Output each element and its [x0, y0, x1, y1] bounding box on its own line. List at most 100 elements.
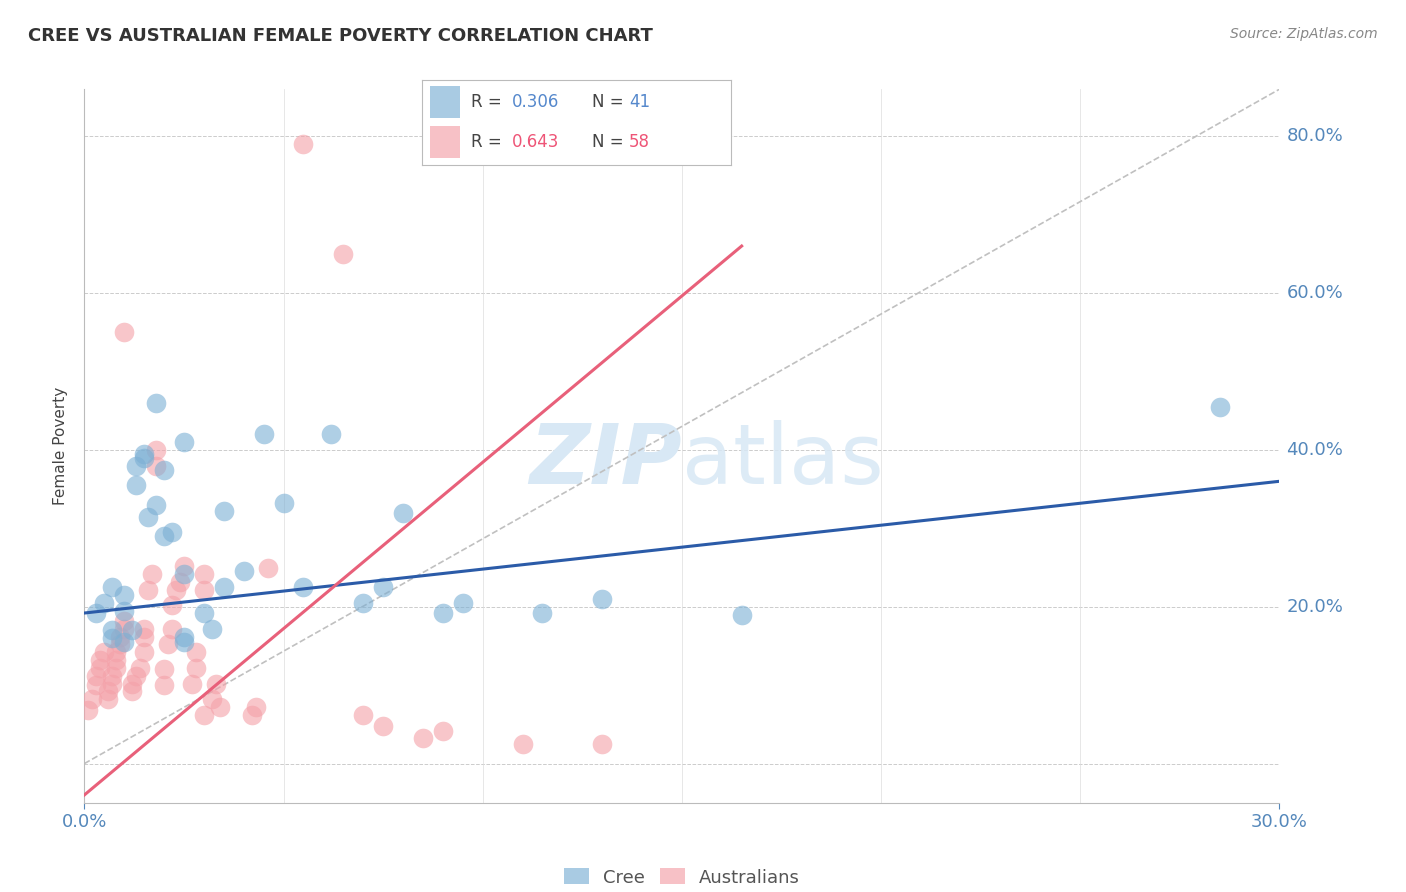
Point [121, 676, 143, 690]
Point [77, 703, 100, 717]
Point [153, 462, 176, 476]
Point [1208, 400, 1230, 414]
Point [145, 396, 167, 410]
Point [101, 580, 124, 594]
Text: 20.0%: 20.0% [1286, 598, 1343, 615]
Point [112, 326, 135, 340]
Point [371, 580, 394, 594]
Point [205, 676, 228, 690]
Text: 0.306: 0.306 [512, 94, 558, 112]
Point [105, 661, 128, 675]
Point [112, 635, 135, 649]
Point [352, 708, 374, 723]
Point [136, 509, 159, 524]
Point [141, 566, 163, 581]
Point [292, 580, 315, 594]
Point [184, 661, 207, 675]
Point [253, 427, 276, 442]
Point [86, 678, 108, 692]
Point [112, 588, 135, 602]
Point [93, 596, 115, 610]
Point [240, 708, 263, 723]
Point [512, 737, 534, 751]
Point [93, 645, 115, 659]
Point [731, 607, 754, 622]
Point [132, 447, 156, 461]
Point [173, 635, 195, 649]
Text: N =: N = [592, 133, 628, 151]
Point [531, 606, 554, 620]
Point [132, 450, 156, 465]
Point [112, 604, 135, 618]
Point [110, 630, 132, 644]
Point [412, 731, 434, 746]
Point [371, 719, 394, 733]
Point [193, 606, 215, 620]
Text: atlas: atlas [682, 420, 883, 500]
Point [173, 566, 195, 581]
Point [153, 663, 176, 677]
Point [451, 596, 474, 610]
Point [110, 637, 132, 651]
Text: 40.0%: 40.0% [1286, 441, 1343, 458]
Point [89, 661, 111, 675]
Point [245, 700, 267, 714]
Point [193, 708, 215, 723]
Point [132, 645, 156, 659]
Point [132, 630, 156, 644]
Point [125, 458, 148, 473]
Point [173, 559, 195, 574]
Point [101, 676, 124, 690]
Point [105, 653, 128, 667]
Point [136, 582, 159, 597]
Point [180, 676, 202, 690]
Point [145, 442, 167, 457]
Point [432, 606, 454, 620]
Point [145, 498, 167, 512]
Point [153, 678, 176, 692]
Point [112, 614, 135, 628]
Bar [430, 87, 461, 119]
Point [184, 645, 207, 659]
Text: R =: R = [471, 94, 508, 112]
Point [332, 247, 354, 261]
Point [105, 645, 128, 659]
Point [591, 591, 613, 606]
Text: 60.0%: 60.0% [1286, 284, 1343, 302]
Point [132, 622, 156, 636]
Legend: Cree, Australians: Cree, Australians [564, 868, 800, 887]
Point [101, 631, 124, 645]
Point [591, 737, 613, 751]
Text: 0.643: 0.643 [512, 133, 558, 151]
Point [160, 622, 183, 636]
Point [193, 582, 215, 597]
Point [169, 574, 191, 589]
Text: CREE VS AUSTRALIAN FEMALE POVERTY CORRELATION CHART: CREE VS AUSTRALIAN FEMALE POVERTY CORREL… [28, 27, 652, 45]
Text: ZIP: ZIP [529, 420, 682, 500]
Point [432, 723, 454, 738]
Point [201, 622, 224, 636]
Text: 41: 41 [628, 94, 650, 112]
Point [86, 606, 108, 620]
Point [125, 478, 148, 492]
Point [173, 630, 195, 644]
Point [125, 669, 148, 683]
Point [89, 653, 111, 667]
Point [352, 596, 374, 610]
Point [201, 692, 224, 706]
Point [153, 529, 176, 543]
Point [160, 598, 183, 612]
Point [112, 622, 135, 636]
Y-axis label: Female Poverty: Female Poverty [53, 387, 69, 505]
Point [129, 661, 152, 675]
Bar [430, 126, 461, 158]
Text: N =: N = [592, 94, 628, 112]
Point [165, 582, 187, 597]
Text: 80.0%: 80.0% [1286, 128, 1343, 145]
Point [145, 458, 167, 473]
Text: Source: ZipAtlas.com: Source: ZipAtlas.com [1230, 27, 1378, 41]
Point [121, 684, 143, 698]
Point [101, 669, 124, 683]
Point [256, 560, 278, 574]
Point [321, 427, 343, 442]
